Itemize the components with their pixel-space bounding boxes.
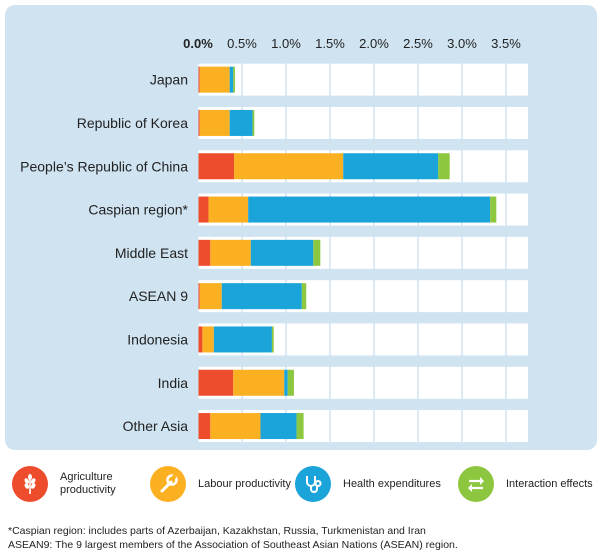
bar-segment (199, 66, 230, 93)
category-label: Japan (150, 72, 188, 88)
bar-segment (301, 283, 307, 310)
bar-segment (198, 283, 200, 310)
bar-segment (229, 66, 234, 93)
stethoscope-icon (295, 466, 331, 502)
legend: Agriculture productivity Labour producti… (0, 458, 602, 518)
legend-item-agriculture: Agriculture productivity (12, 466, 116, 502)
bar-segment (199, 283, 222, 310)
bar-segment (313, 239, 321, 266)
bar-segment (252, 109, 255, 136)
bar-segment (198, 66, 200, 93)
legend-label-agriculture-line1: Agriculture (60, 471, 113, 483)
bar-segment (202, 326, 214, 353)
bar-segment (490, 196, 497, 223)
legend-label-labour: Labour productivity (198, 477, 291, 490)
category-label: ASEAN 9 (129, 288, 188, 304)
bar-segment (248, 196, 491, 223)
bar-segment (198, 239, 211, 266)
bar-segment (271, 326, 274, 353)
x-tick-label: 3.5% (491, 36, 521, 51)
legend-item-labour: Labour productivity (150, 466, 291, 502)
footnote-asean: ASEAN9: The 9 largest members of the Ass… (8, 539, 458, 551)
x-tick-label: 3.0% (447, 36, 477, 51)
bar-segment (198, 153, 235, 180)
legend-label-interaction: Interaction effects (506, 477, 593, 490)
bar-segment (210, 239, 251, 266)
bar-segment (198, 109, 200, 136)
wheat-icon (12, 466, 48, 502)
x-tick-label: 1.5% (315, 36, 345, 51)
bar-segment (233, 66, 235, 93)
footnote-caspian: *Caspian region: includes parts of Azerb… (8, 525, 426, 537)
bar-segment (221, 283, 302, 310)
category-label: Other Asia (123, 418, 189, 434)
bar-segment (234, 153, 344, 180)
bar-segment (198, 369, 234, 396)
legend-label-health: Health expenditures (343, 477, 441, 490)
bar-segment (233, 369, 285, 396)
category-label: Caspian region* (88, 202, 188, 218)
x-tick-label: 0.0% (183, 36, 213, 51)
wrench-icon (150, 466, 186, 502)
bar-segment (198, 326, 203, 353)
bar-segment (198, 413, 211, 440)
chart: 0.0% 0.5% 1.0% 1.5% 2.0% 2.5% 3.0% 3.5% Japan Rep… (20, 36, 528, 443)
bar-segment (210, 413, 261, 440)
row-band (198, 63, 528, 96)
x-tick-label: 2.0% (359, 36, 389, 51)
bar-segment (343, 153, 439, 180)
category-label: India (158, 375, 189, 391)
bar-segment (208, 196, 249, 223)
bar-segment (260, 413, 297, 440)
bar-segment (250, 239, 314, 266)
footnotes: *Caspian region: includes parts of Azerb… (8, 524, 598, 552)
bar-segment (438, 153, 450, 180)
bar-segment (199, 109, 230, 136)
x-tick-label: 0.5% (227, 36, 257, 51)
legend-label-agriculture-line2: productivity (60, 484, 116, 496)
bar-segment (213, 326, 272, 353)
swap-arrows-icon (458, 466, 494, 502)
category-label: Republic of Korea (77, 115, 189, 131)
bar-segment (287, 369, 294, 396)
bar-segment (296, 413, 304, 440)
category-label: Indonesia (127, 331, 188, 347)
bar-segment (198, 196, 209, 223)
bar-segment (284, 369, 288, 396)
x-tick-label: 2.5% (403, 36, 433, 51)
category-label: Middle East (115, 245, 188, 261)
legend-item-health: Health expenditures (295, 466, 441, 502)
bar-segment (229, 109, 253, 136)
x-tick-label: 1.0% (271, 36, 301, 51)
legend-item-interaction: Interaction effects (458, 466, 593, 502)
category-label: People’s Republic of China (20, 158, 188, 174)
